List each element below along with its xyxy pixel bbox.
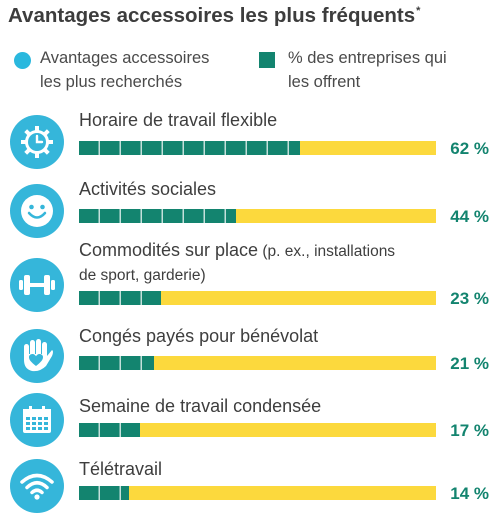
row-label-line2: de sport, garderie) bbox=[79, 263, 395, 287]
clock-gear-icon bbox=[10, 115, 64, 169]
bar-fill bbox=[79, 423, 140, 437]
value-label: 44 % bbox=[450, 207, 489, 226]
row-label: Congés payés pour bénévolat bbox=[79, 325, 318, 348]
value-label: 21 % bbox=[450, 354, 489, 373]
row-label-text: Horaire de travail flexible bbox=[79, 110, 278, 130]
row-label-text: Semaine de travail condensée bbox=[79, 396, 322, 416]
row-label-text: Activités sociales bbox=[79, 179, 217, 199]
value-label: 23 % bbox=[450, 289, 489, 308]
row-label: Semaine de travail condensée bbox=[79, 395, 321, 418]
chart-row: Horaire de travail flexible 62 % bbox=[0, 104, 502, 184]
bar-fill bbox=[79, 356, 154, 370]
row-label-text: Congés payés pour bénévolat bbox=[79, 326, 319, 346]
bar-track bbox=[79, 486, 436, 500]
chart-row: Congés payés pour bénévolat 21 % bbox=[0, 322, 502, 402]
value-label: 14 % bbox=[450, 484, 489, 503]
legend-right-text: % des entreprises qui les offrent bbox=[288, 46, 447, 94]
row-label: Activités sociales bbox=[79, 178, 216, 201]
bar-fill bbox=[79, 486, 129, 500]
value-label: 17 % bbox=[450, 421, 489, 440]
row-label-detail-line2: de sport, garderie) bbox=[79, 267, 206, 284]
legend-square-icon bbox=[259, 52, 275, 68]
bar-track bbox=[79, 209, 436, 223]
value-label: 62 % bbox=[450, 139, 489, 158]
bar-fill bbox=[79, 141, 301, 155]
row-label-line1: Commodités sur place (p. ex., installati… bbox=[79, 239, 395, 263]
heart-hand-icon bbox=[10, 329, 64, 383]
bar-track bbox=[79, 356, 436, 370]
bar-fill bbox=[79, 291, 162, 305]
legend-left-line1: Avantages accessoires bbox=[40, 49, 210, 67]
wifi-icon bbox=[10, 459, 64, 513]
row-label: Horaire de travail flexible bbox=[79, 109, 277, 132]
row-label: Commodités sur place (p. ex., installati… bbox=[79, 239, 395, 287]
title-footnote-mark: * bbox=[416, 5, 421, 18]
chart-row: Commodités sur place (p. ex., installati… bbox=[0, 236, 502, 316]
bar-track bbox=[79, 423, 436, 437]
legend-right-line1: % des entreprises qui bbox=[288, 49, 447, 67]
chart-row: Activités sociales 44 % bbox=[0, 176, 502, 256]
chart-row: Semaine de travail condensée 17 % bbox=[0, 385, 502, 465]
legend-left-line2: les plus recherchés bbox=[40, 73, 183, 91]
row-label-text: Commodités sur place bbox=[79, 240, 259, 260]
legend-dot-icon bbox=[14, 52, 31, 69]
chart-title: Avantages accessoires les plus fréquents… bbox=[8, 4, 420, 28]
calendar-icon bbox=[10, 393, 64, 447]
row-label-detail: (p. ex., installations bbox=[258, 243, 396, 260]
row-label: Télétravail bbox=[79, 458, 162, 481]
legend-left-text: Avantages accessoires les plus recherché… bbox=[40, 46, 209, 94]
chart-row: Télétravail 14 % bbox=[0, 448, 502, 528]
chart-title-text: Avantages accessoires les plus fréquents bbox=[8, 4, 416, 27]
bar-track bbox=[79, 291, 436, 305]
row-label-text: Télétravail bbox=[79, 459, 163, 479]
bar-track bbox=[79, 141, 436, 155]
dumbbell-icon bbox=[10, 258, 64, 312]
bar-fill bbox=[79, 209, 237, 223]
smiley-icon bbox=[10, 184, 64, 238]
legend-right-line2: les offrent bbox=[288, 73, 361, 91]
